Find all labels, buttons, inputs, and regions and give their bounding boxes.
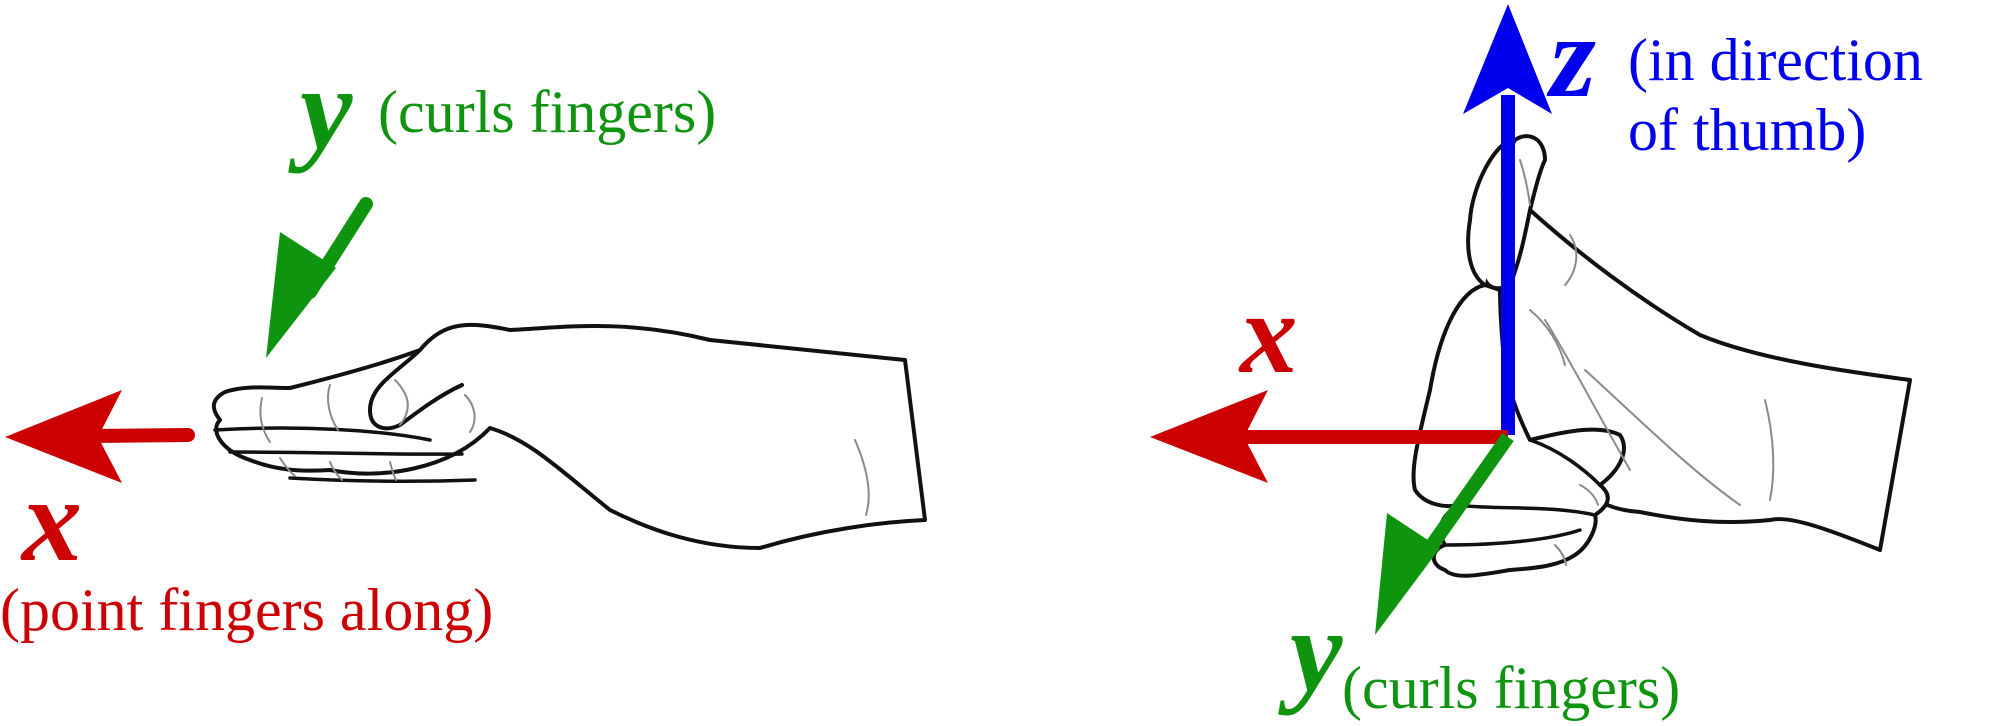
left-y-letter: y (288, 43, 353, 174)
thumbs-up-crease (1554, 544, 1567, 566)
flat-hand-finger-line (213, 426, 432, 442)
left-y-note: (curls fingers) (378, 79, 716, 145)
thumbs-up-crease (1519, 159, 1531, 206)
thumbs-up-crease (1579, 484, 1599, 506)
right-x-arrow (1150, 390, 1508, 483)
thumbs-up-crease (1564, 234, 1578, 286)
right-z-note-line2: of thumb) (1628, 97, 1866, 163)
thumbs-up-thumb-base (1466, 138, 1512, 287)
left-y-arrow (266, 197, 373, 358)
thumbs-up-finger-line (1528, 438, 1602, 487)
flat-hand-crease (394, 379, 409, 426)
flat-hand-crease (279, 457, 296, 477)
flat-hand-crease (389, 461, 397, 481)
thumbs-up-finger-line (1453, 503, 1597, 517)
left-x-letter: x (20, 453, 82, 586)
flat-hand-finger-line (288, 476, 477, 484)
right-y-arrow (1375, 432, 1514, 635)
right-y-note: (curls fingers) (1342, 655, 1680, 721)
left-x-arrow (5, 390, 195, 483)
flat-hand-illustration (211, 322, 927, 550)
flat-hand-crease (327, 384, 339, 431)
left-x-note: (point fingers along) (0, 577, 493, 643)
thumbs-up-crease (1544, 319, 1631, 471)
right-z-note-line1: (in direction (1628, 27, 1923, 93)
flat-hand-thumb (368, 348, 464, 431)
flat-hand-crease (329, 461, 343, 481)
thumbs-up-hand-outline (1528, 208, 1912, 552)
flat-hand-outline (211, 322, 927, 550)
right-z-letter: z (1546, 0, 1596, 122)
thumbs-up-hand-illustration (1411, 134, 1912, 578)
thumbs-up-crease (1584, 369, 1741, 506)
flat-hand-crease (854, 439, 870, 516)
thumbs-up-crease (1764, 399, 1775, 501)
right-z-arrow (1463, 4, 1552, 435)
thumbs-up-finger-line (1443, 528, 1582, 547)
thumbs-up-crease (1529, 309, 1566, 366)
flat-hand-crease (464, 394, 476, 433)
flat-hand-finger-line (228, 450, 464, 456)
right-y-letter: y (1278, 585, 1343, 716)
flat-hand-crease (259, 397, 271, 443)
right-x-letter: x (1238, 270, 1298, 397)
